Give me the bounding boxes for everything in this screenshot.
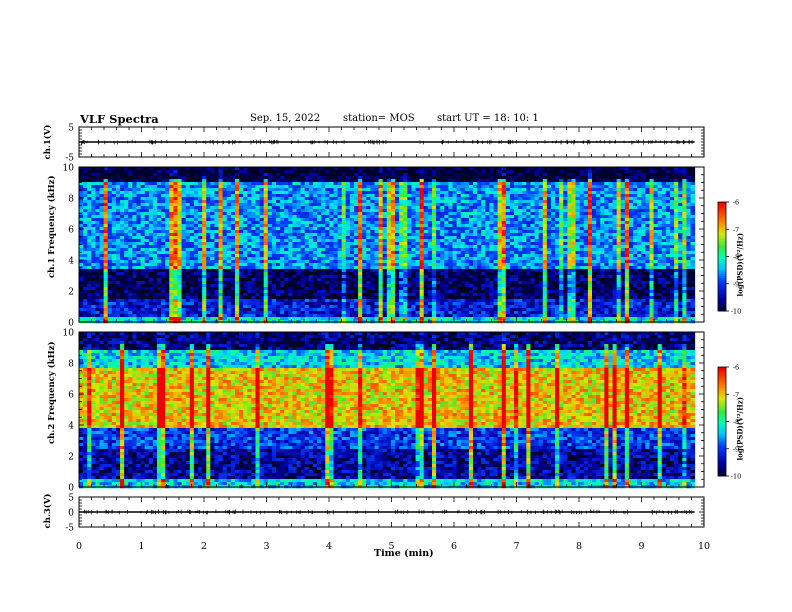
x-tick-label: 1 xyxy=(138,541,144,552)
y-tick-label: 2 xyxy=(68,453,74,463)
colorbar1-label: log(PSD)(V²/Hz) xyxy=(735,232,745,297)
x-tick-label: 5 xyxy=(388,541,394,552)
y-tick-label: 5 xyxy=(68,494,74,504)
y-tick-label: 0 xyxy=(68,319,74,329)
colorbar-2: -6 -7 -8 -9 -10 xyxy=(717,364,741,481)
y-tick-label: -5 xyxy=(65,524,74,534)
waveform-0 xyxy=(79,139,695,145)
y-tick-label: -5 xyxy=(65,154,74,164)
y-tick-label: 4 xyxy=(68,422,74,432)
y-tick-label: 2 xyxy=(68,288,74,298)
colorbar-tick-label: -10 xyxy=(731,473,741,481)
x-tick-label: 4 xyxy=(326,541,332,552)
spectrogram-2 xyxy=(79,332,696,489)
y-tick-label: 10 xyxy=(63,164,75,174)
y-tick-label: 6 xyxy=(68,391,74,401)
ch1-frequency-ylabel: ch.1 Frequency (kHz) xyxy=(47,175,57,278)
x-tick-label: 10 xyxy=(698,541,710,552)
colorbar-tick-label: -8 xyxy=(733,418,739,426)
ch1-voltage-ylabel: ch.1(V) xyxy=(43,124,53,160)
start-time-label: start UT = 18: 10: 1 xyxy=(437,113,539,124)
colorbar-tick-label: -10 xyxy=(731,308,741,316)
axes xyxy=(78,126,705,528)
ch3-voltage-ylabel: ch.3(V) xyxy=(43,493,53,529)
y-tick-label: 5 xyxy=(68,124,74,134)
x-tick-label: 3 xyxy=(263,541,269,552)
ch2-frequency-ylabel: ch.2 Frequency (kHz) xyxy=(47,341,57,444)
panels: -6 -7 -8 -9 -10 -6 -7 -8 -9 -10 xyxy=(79,139,741,515)
colorbar-tick-label: -9 xyxy=(733,280,739,288)
colorbar2-label: log(PSD)(V²/Hz) xyxy=(735,396,745,461)
date-label: Sep. 15, 2022 xyxy=(250,113,321,124)
x-tick-label: 9 xyxy=(638,541,644,552)
colorbar-tick-label: -9 xyxy=(733,445,739,453)
x-tick-label: 6 xyxy=(451,541,457,552)
colorbar-tick-label: -6 xyxy=(733,364,739,372)
colorbar-tick-label: -6 xyxy=(733,199,739,207)
y-tick-label: 6 xyxy=(68,226,74,236)
colorbar-tick-label: -8 xyxy=(733,253,739,261)
spectrogram-1 xyxy=(79,167,696,324)
colorbar-tick-label: -7 xyxy=(733,391,739,399)
colorbar-tick-label: -7 xyxy=(733,226,739,234)
colorbar-1: -6 -7 -8 -9 -10 xyxy=(717,199,741,316)
y-tick-label: 8 xyxy=(68,195,74,205)
x-tick-label: 8 xyxy=(576,541,582,552)
x-tick-label: 7 xyxy=(513,541,519,552)
y-tick-label: 4 xyxy=(68,257,74,267)
y-tick-label: 8 xyxy=(68,360,74,370)
y-tick-label: 0 xyxy=(68,484,74,494)
chart-title: VLF Spectra xyxy=(80,112,159,126)
x-tick-label: 2 xyxy=(201,541,207,552)
x-axis-label: Time (min) xyxy=(374,548,434,559)
waveform-3 xyxy=(79,509,695,515)
station-label: station= MOS xyxy=(343,113,415,124)
x-tick-label: 0 xyxy=(76,541,82,552)
y-tick-label: 0 xyxy=(68,509,74,519)
y-tick-label: 10 xyxy=(63,329,75,339)
